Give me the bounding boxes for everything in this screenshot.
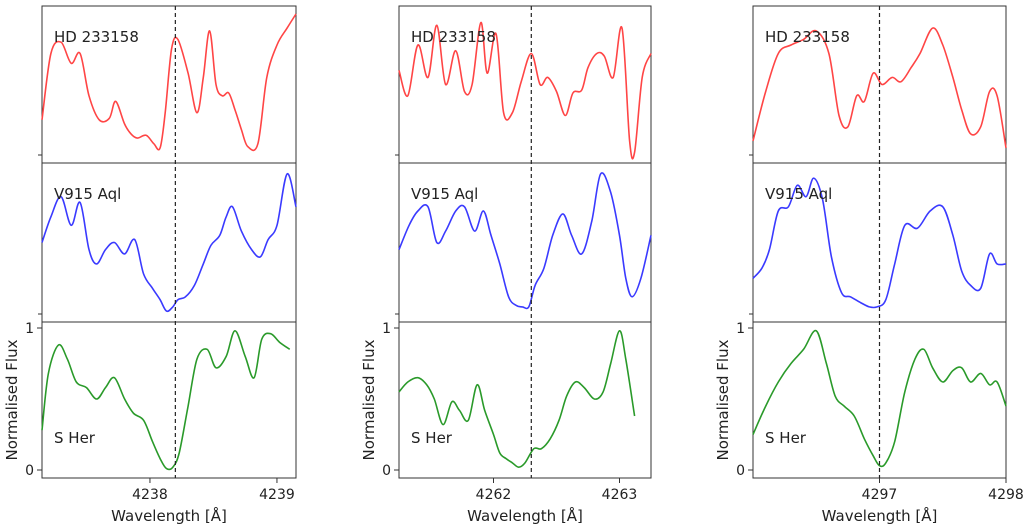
- x-tick-label: 4238: [132, 487, 168, 503]
- x-tick-label: 4239: [259, 487, 295, 503]
- y-tick-label: 1: [382, 321, 391, 337]
- series-label: V915 Aql: [765, 185, 832, 203]
- y-axis-label: Normalised Flux: [3, 339, 21, 460]
- x-tick-label: 4298: [988, 487, 1024, 503]
- spectrum-line: [41, 13, 297, 152]
- series-label: HD 233158: [411, 28, 496, 46]
- x-tick-label: 4262: [476, 487, 512, 503]
- y-tick-label: 1: [25, 321, 34, 337]
- series-label: S Her: [54, 429, 96, 447]
- series-label: S Her: [765, 429, 807, 447]
- spectrum-panel-1: HD 233158 V915 Aql S Her 0 1 4238 4239 Waveleng…: [3, 5, 297, 525]
- series-label: HD 233158: [54, 28, 139, 46]
- x-tick-label: 4297: [862, 487, 898, 503]
- y-tick-label: 0: [736, 463, 745, 479]
- spectrum-line: [752, 329, 1007, 468]
- subplot-frame: [398, 321, 652, 479]
- series-label: V915 Aql: [54, 185, 121, 203]
- spectrum-panel-2: HD 233158 V915 Aql S Her 0 1 4262 4263 Waveleng…: [360, 5, 652, 525]
- spectrum-line: [41, 330, 291, 471]
- subplot-frame: [41, 321, 297, 479]
- y-axis-label: Normalised Flux: [360, 339, 378, 460]
- spectrum-line: [752, 177, 1007, 309]
- x-tick-label: 4263: [602, 487, 638, 503]
- x-axis-label: Wavelength [Å]: [822, 506, 938, 525]
- spectrum-line: [398, 172, 652, 310]
- y-tick-label: 1: [736, 321, 745, 337]
- spectrum-line: [398, 329, 636, 468]
- x-axis-label: Wavelength [Å]: [467, 506, 583, 525]
- series-label: S Her: [411, 429, 453, 447]
- spectrum-line: [752, 27, 1007, 149]
- x-axis-label: Wavelength [Å]: [111, 506, 227, 525]
- y-tick-label: 0: [382, 463, 391, 479]
- spectrum-panel-3: HD 233158 V915 Aql S Her 0 1 4297 4298 Waveleng…: [714, 5, 1024, 525]
- y-axis-label: Normalised Flux: [714, 339, 732, 460]
- series-label: V915 Aql: [411, 185, 478, 203]
- spectrum-line: [41, 173, 297, 313]
- y-tick-label: 0: [25, 463, 34, 479]
- spectrum-line: [398, 21, 652, 160]
- series-label: HD 233158: [765, 28, 850, 46]
